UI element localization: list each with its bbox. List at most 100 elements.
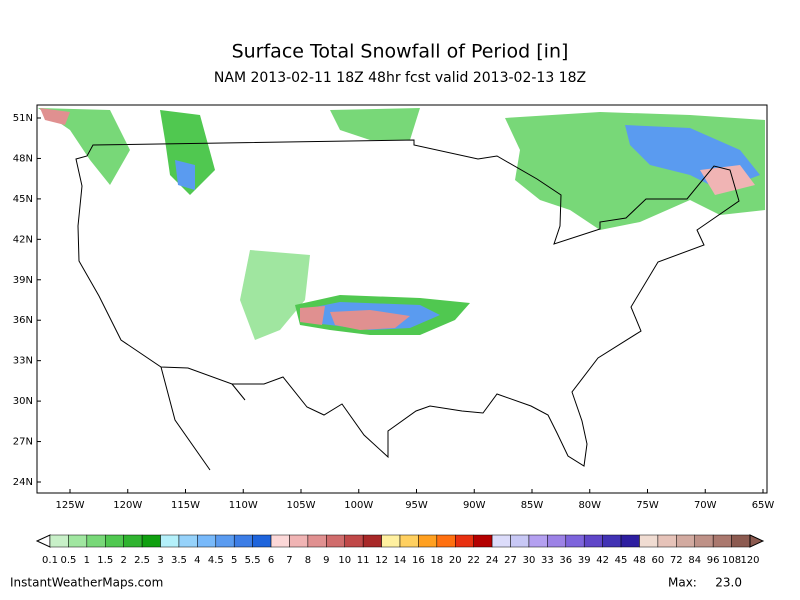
- colorbar-swatch: [326, 534, 345, 548]
- colorbar-label: 5.5: [245, 555, 261, 566]
- colorbar-label: 60: [652, 555, 665, 566]
- colorbar-label: 30: [523, 555, 536, 566]
- snow-area: [300, 306, 325, 325]
- colorbar-label: 12: [375, 555, 388, 566]
- snow-area: [700, 165, 755, 195]
- max-value: 23.0: [715, 576, 742, 590]
- colorbar: 0.1 0.5 1 1.5 2 2.5 3 3.5 4 4.5 5 5.5 6 7 8 9 10 11 12 14 16…: [35, 534, 765, 566]
- footer-source: InstantWeatherMaps.com: [10, 576, 163, 590]
- colorbar-swatch: [565, 534, 585, 548]
- colorbar-swatch: [289, 534, 309, 548]
- colorbar-label: 14: [394, 555, 407, 566]
- colorbar-label: 1.5: [97, 555, 113, 566]
- colorbar-swatch: [344, 534, 364, 548]
- colorbar-label: 84: [688, 555, 701, 566]
- colorbar-swatch: [491, 534, 511, 548]
- title: Surface Total Snowfall of Period [in]: [232, 41, 569, 63]
- colorbar-label: 22: [467, 555, 480, 566]
- colorbar-label: 120: [740, 555, 759, 566]
- snow-area: [160, 110, 215, 195]
- colorbar-swatch: [583, 534, 603, 548]
- colorbar-label: 45: [615, 555, 628, 566]
- colorbar-swatch: [68, 534, 88, 548]
- lat-label: 48N: [13, 153, 33, 164]
- colorbar-swatch: [418, 534, 438, 548]
- colorbar-swatch: [86, 534, 106, 548]
- lon-label: 70W: [694, 500, 717, 511]
- colorbar-label: 42: [596, 555, 609, 566]
- colorbar-swatch: [160, 534, 180, 548]
- colorbar-label: 39: [578, 555, 591, 566]
- colorbar-swatch: [731, 534, 751, 548]
- lon-label: 75W: [636, 500, 659, 511]
- colorbar-label: 1: [84, 555, 90, 566]
- colorbar-label: 8: [305, 555, 311, 566]
- colorbar-label: 108: [722, 555, 741, 566]
- lon-label: 85W: [521, 500, 544, 511]
- snow-area: [240, 250, 310, 340]
- colorbar-label: 27: [504, 555, 517, 566]
- colorbar-label: 3: [157, 555, 163, 566]
- colorbar-label: 48: [633, 555, 646, 566]
- lat-label: 30N: [13, 396, 33, 407]
- us-outline: [75, 139, 740, 467]
- colorbar-swatch: [694, 534, 714, 548]
- colorbar-swatch: [381, 534, 401, 548]
- lat-label: 24N: [13, 477, 33, 488]
- lon-label: 120W: [113, 500, 142, 511]
- colorbar-swatch: [712, 534, 732, 548]
- lon-label: 65W: [752, 500, 775, 511]
- colorbar-label: 10: [338, 555, 351, 566]
- colorbar-swatch: [657, 534, 677, 548]
- colorbar-swatch: [510, 534, 530, 548]
- lon-label: 90W: [463, 500, 486, 511]
- lon-label: 100W: [344, 500, 373, 511]
- colorbar-swatch: [270, 534, 290, 548]
- lat-label: 51N: [13, 113, 33, 124]
- lon-label: 125W: [56, 500, 85, 511]
- lat-label: 42N: [13, 234, 33, 245]
- max-label: Max:: [668, 576, 697, 590]
- colorbar-label: 3.5: [171, 555, 187, 566]
- colorbar-label: 18: [430, 555, 443, 566]
- colorbar-label: 16: [412, 555, 425, 566]
- lon-label: 80W: [578, 500, 601, 511]
- lat-label: 33N: [13, 356, 33, 367]
- colorbar-label: 7: [286, 555, 292, 566]
- colorbar-swatch: [399, 534, 419, 548]
- colorbar-swatch: [676, 534, 695, 548]
- colorbar-label: 96: [707, 555, 720, 566]
- colorbar-label: 24: [486, 555, 499, 566]
- lat-label: 27N: [13, 437, 33, 448]
- subtitle: NAM 2013-02-11 18Z 48hr fcst valid 2013-…: [214, 70, 586, 86]
- colorbar-swatch: [528, 534, 548, 548]
- colorbar-label: 6: [268, 555, 274, 566]
- snow-area: [175, 160, 195, 190]
- colorbar-swatch: [362, 534, 382, 548]
- colorbar-swatch: [49, 534, 69, 548]
- colorbar-label: 11: [357, 555, 370, 566]
- mexico-coast: [160, 366, 246, 471]
- lat-label: 39N: [13, 275, 33, 286]
- colorbar-swatch: [252, 534, 272, 548]
- colorbar-label: 9: [323, 555, 329, 566]
- colorbar-swatch: [141, 534, 161, 548]
- colorbar-label: 2.5: [134, 555, 150, 566]
- map-frame: [36, 104, 768, 494]
- colorbar-swatch: [178, 534, 198, 548]
- colorbar-swatch: [455, 534, 474, 548]
- colorbar-swatch: [473, 534, 493, 548]
- colorbar-label: 0.1: [42, 555, 58, 566]
- colorbar-swatch: [123, 534, 143, 548]
- colorbar-label: 0.5: [60, 555, 76, 566]
- colorbar-swatch: [307, 534, 327, 548]
- colorbar-label: 5: [231, 555, 237, 566]
- colorbar-label: 2: [120, 555, 126, 566]
- colorbar-swatch: [436, 534, 456, 548]
- colorbar-label: 4: [194, 555, 200, 566]
- lon-label: 105W: [287, 500, 316, 511]
- colorbar-swatch: [639, 534, 659, 548]
- snow-areas: [38, 108, 765, 340]
- snow-area: [40, 108, 70, 125]
